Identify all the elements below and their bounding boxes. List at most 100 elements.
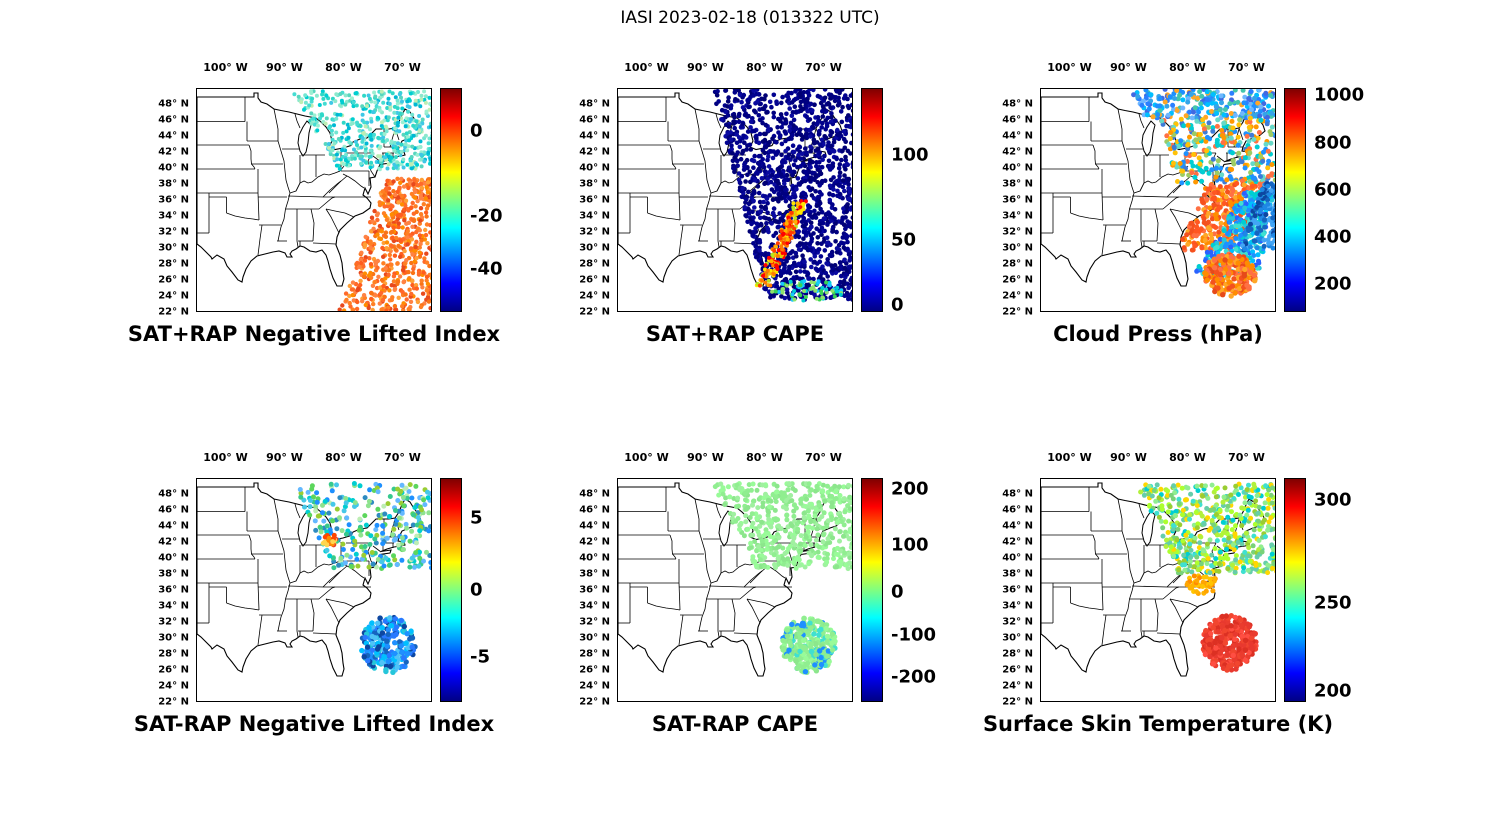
lat-tick-label: 42° N [579, 536, 610, 548]
us-map [618, 89, 852, 303]
lat-tick-label: 30° N [158, 242, 189, 254]
lat-tick-label: 36° N [579, 584, 610, 596]
colorbar-tick-label: 100 [891, 144, 929, 166]
lat-tick-label: 38° N [579, 568, 610, 580]
lon-tick-label: 70° W [1228, 61, 1265, 74]
map-panel-6: 100° W 90° W 80° W 70° W 48° N 46° N 44° N 42° … [983, 451, 1352, 736]
lon-tick-label: 100° W [203, 451, 248, 464]
figure-title: IASI 2023-02-18 (013322 UTC) [620, 8, 880, 28]
lat-tick-label: 46° N [158, 114, 189, 126]
lat-tick-label: 30° N [1002, 242, 1033, 254]
lat-tick-label: 32° N [1002, 616, 1033, 628]
colorbar [861, 88, 883, 312]
lat-tick-label: 38° N [1002, 568, 1033, 580]
lon-tick-label: 80° W [325, 451, 362, 464]
us-map [197, 481, 431, 677]
colorbar-tick-label: 200 [891, 478, 929, 500]
lat-tick-label: 34° N [579, 210, 610, 222]
data-swath-dots [1138, 481, 1275, 673]
colorbar-tick-label: -100 [891, 624, 937, 646]
us-coastline [618, 482, 843, 677]
panel-title: SAT-RAP Negative Lifted Index [133, 712, 495, 736]
panel-title: SAT+RAP CAPE [645, 322, 825, 346]
lat-tick-label: 26° N [1002, 664, 1033, 676]
lat-tick-label: 28° N [1002, 258, 1033, 270]
colorbar [861, 478, 883, 702]
lat-tick-label: 48° N [158, 488, 189, 500]
state-borders [1041, 97, 1244, 256]
map-axes-box [617, 478, 853, 702]
lon-tick-label: 90° W [266, 61, 303, 74]
lon-tick-label: 70° W [1228, 451, 1265, 464]
lat-tick-label: 22° N [1002, 306, 1033, 318]
lat-tick-label: 30° N [1002, 632, 1033, 644]
colorbar [1284, 88, 1306, 312]
lat-tick-label: 26° N [158, 274, 189, 286]
lon-tick-label: 70° W [805, 61, 842, 74]
lat-tick-label: 46° N [579, 114, 610, 126]
colorbar-tick-label: 250 [1314, 592, 1352, 614]
lat-tick-label: 22° N [579, 306, 610, 318]
map-panel-2: 100° W 90° W 80° W 70° W 48° N 46° N 44° N 42° … [579, 61, 928, 346]
lat-tick-label: 32° N [579, 616, 610, 628]
lat-tick-label: 24° N [579, 680, 610, 692]
lat-tick-label: 34° N [1002, 600, 1033, 612]
lat-tick-label: 42° N [579, 146, 610, 158]
lat-tick-label: 32° N [158, 616, 189, 628]
lon-tick-label: 70° W [384, 61, 421, 74]
lon-tick-label: 70° W [384, 451, 421, 464]
lat-tick-label: 44° N [158, 130, 189, 142]
lat-tick-label: 48° N [579, 488, 610, 500]
lon-tick-label: 100° W [624, 61, 669, 74]
lat-tick-label: 30° N [579, 242, 610, 254]
lat-tick-label: 34° N [158, 600, 189, 612]
panel-title: SAT-RAP CAPE [651, 712, 819, 736]
lat-tick-label: 24° N [579, 290, 610, 302]
lat-tick-label: 36° N [1002, 194, 1033, 206]
map-axes-box [196, 478, 432, 702]
lat-tick-label: 44° N [579, 520, 610, 532]
lon-tick-label: 100° W [203, 61, 248, 74]
lat-tick-label: 36° N [158, 584, 189, 596]
lat-tick-label: 24° N [158, 680, 189, 692]
lat-tick-label: 46° N [1002, 504, 1033, 516]
us-map [618, 481, 852, 677]
lat-tick-label: 42° N [158, 146, 189, 158]
map-axes-box [617, 88, 853, 312]
colorbar [1284, 478, 1306, 702]
lat-tick-label: 38° N [579, 178, 610, 190]
lat-tick-label: 42° N [158, 536, 189, 548]
colorbar-tick-label: 0 [891, 581, 904, 603]
colorbar-tick-label: 800 [1314, 132, 1352, 154]
lon-tick-label: 80° W [1169, 61, 1206, 74]
colorbar-tick-label: 300 [1314, 489, 1352, 511]
colorbar-tick-label: -40 [470, 258, 503, 280]
map-panel-5: 100° W 90° W 80° W 70° W 48° N 46° N 44° N 42° … [579, 451, 936, 736]
map-panel-1: 100° W 90° W 80° W 70° W 48° N 46° N 44° N 42° … [128, 61, 503, 346]
colorbar-tick-label: 1000 [1314, 84, 1365, 106]
lat-tick-label: 44° N [1002, 130, 1033, 142]
panel-title: Cloud Press (hPa) [1053, 322, 1263, 346]
lat-tick-label: 32° N [158, 226, 189, 238]
data-swath-dots [1131, 89, 1275, 299]
lat-tick-label: 42° N [1002, 146, 1033, 158]
lat-tick-label: 22° N [158, 306, 189, 318]
lake-michigan [1141, 510, 1156, 547]
data-swath-dots [712, 89, 852, 303]
lon-tick-label: 70° W [805, 451, 842, 464]
data-swath-dots [712, 481, 852, 675]
lon-tick-label: 80° W [325, 61, 362, 74]
colorbar-tick-label: 200 [1314, 680, 1352, 702]
lat-tick-label: 34° N [579, 600, 610, 612]
lat-tick-label: 40° N [579, 162, 610, 174]
lat-tick-label: 22° N [579, 696, 610, 708]
lat-tick-label: 28° N [158, 258, 189, 270]
lon-tick-label: 80° W [746, 451, 783, 464]
lon-tick-label: 90° W [266, 451, 303, 464]
lat-tick-label: 32° N [579, 226, 610, 238]
lat-tick-label: 24° N [1002, 290, 1033, 302]
lat-tick-label: 40° N [579, 552, 610, 564]
lon-tick-label: 100° W [1047, 451, 1092, 464]
lat-tick-label: 48° N [158, 98, 189, 110]
lat-tick-label: 26° N [579, 274, 610, 286]
